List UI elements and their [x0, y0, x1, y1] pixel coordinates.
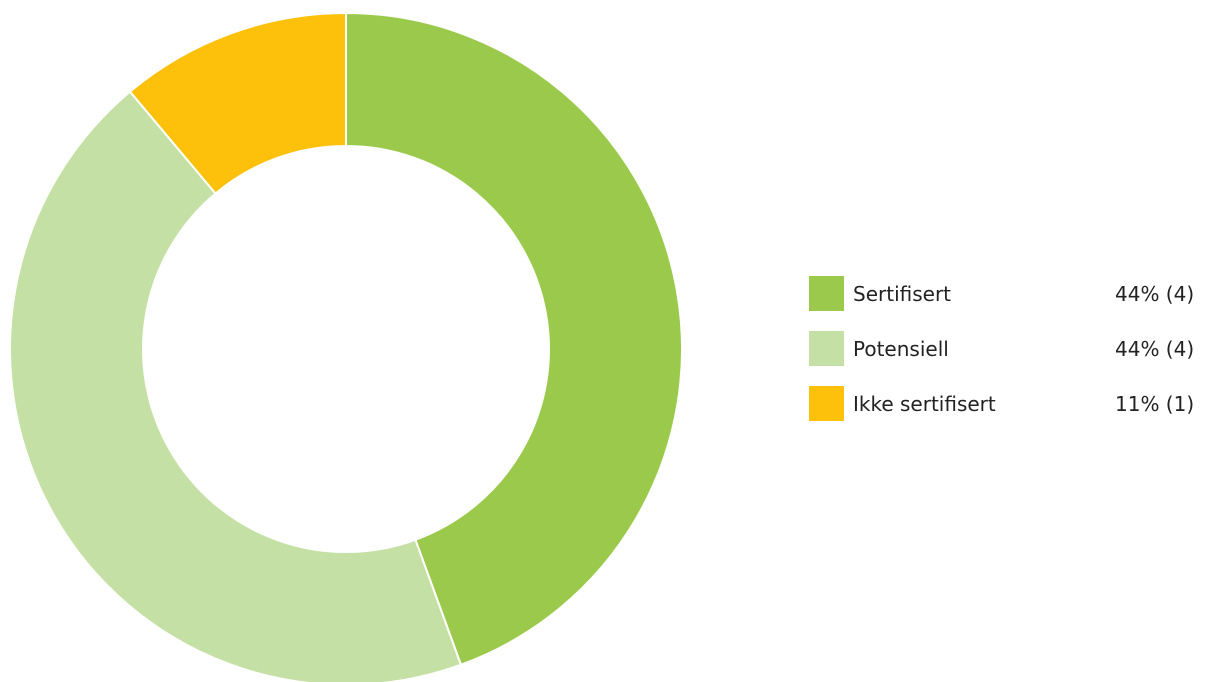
- legend-item-ikke-sertifisert: Ikke sertifisert 11% (1): [809, 386, 1223, 421]
- legend-label: Ikke sertifisert: [853, 392, 996, 416]
- legend-value: 11% (1): [1115, 392, 1195, 416]
- legend-value: 44% (4): [1115, 337, 1195, 361]
- donut-slice-ikke-sertifisert: [128, 11, 347, 195]
- legend: Sertifisert 44% (4) Potensiell 44% (4) I…: [809, 276, 1223, 441]
- legend-swatch: [809, 331, 844, 366]
- donut-chart: [9, 11, 683, 682]
- legend-swatch: [809, 386, 844, 421]
- legend-label: Sertifisert: [853, 282, 952, 306]
- donut-slice-sertifisert: [345, 11, 683, 667]
- legend-label: Potensiell: [853, 337, 949, 361]
- donut-slices: [9, 11, 683, 682]
- legend-value: 44% (4): [1115, 282, 1195, 306]
- legend-swatch: [809, 276, 844, 311]
- donut-slice-potensiell: [9, 90, 463, 682]
- legend-item-sertifisert: Sertifisert 44% (4): [809, 276, 1223, 311]
- legend-item-potensiell: Potensiell 44% (4): [809, 331, 1223, 366]
